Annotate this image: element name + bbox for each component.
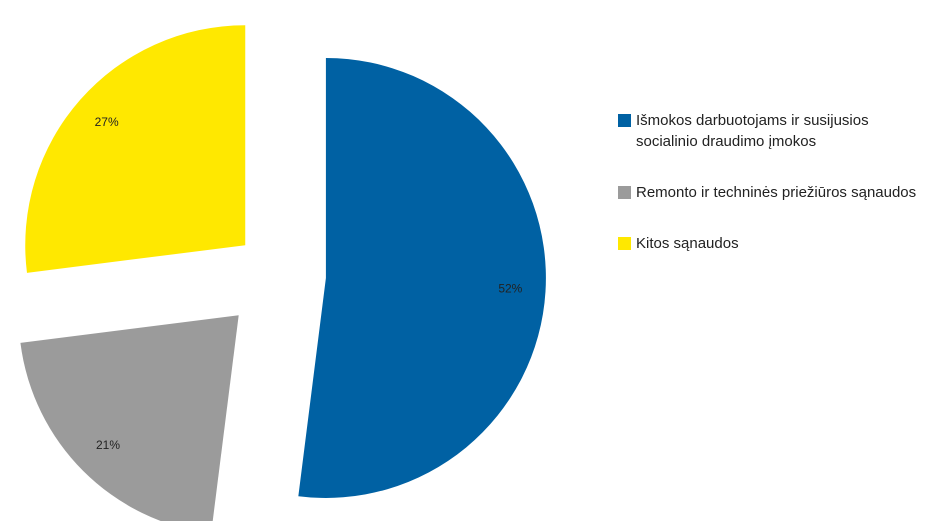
legend-swatch (618, 186, 631, 199)
data-label: 52% (498, 282, 522, 296)
legend-item: Išmokos darbuotojams ir susijusios socia… (618, 110, 928, 152)
pie-slice (298, 57, 546, 498)
legend: Išmokos darbuotojams ir susijusios socia… (618, 110, 928, 284)
legend-item: Kitos sąnaudos (618, 233, 928, 254)
legend-label: Kitos sąnaudos (636, 235, 739, 252)
data-label: 21% (96, 438, 120, 452)
pie-slice (25, 25, 246, 273)
legend-item: Remonto ir techninės priežiūros sąnaudos (618, 182, 928, 203)
legend-swatch (618, 237, 631, 250)
legend-swatch (618, 114, 631, 127)
legend-label: Išmokos darbuotojams ir susijusios socia… (636, 112, 869, 150)
pie-slice (20, 315, 239, 521)
data-label: 27% (95, 115, 119, 129)
legend-label: Remonto ir techninės priežiūros sąnaudos (636, 184, 917, 201)
